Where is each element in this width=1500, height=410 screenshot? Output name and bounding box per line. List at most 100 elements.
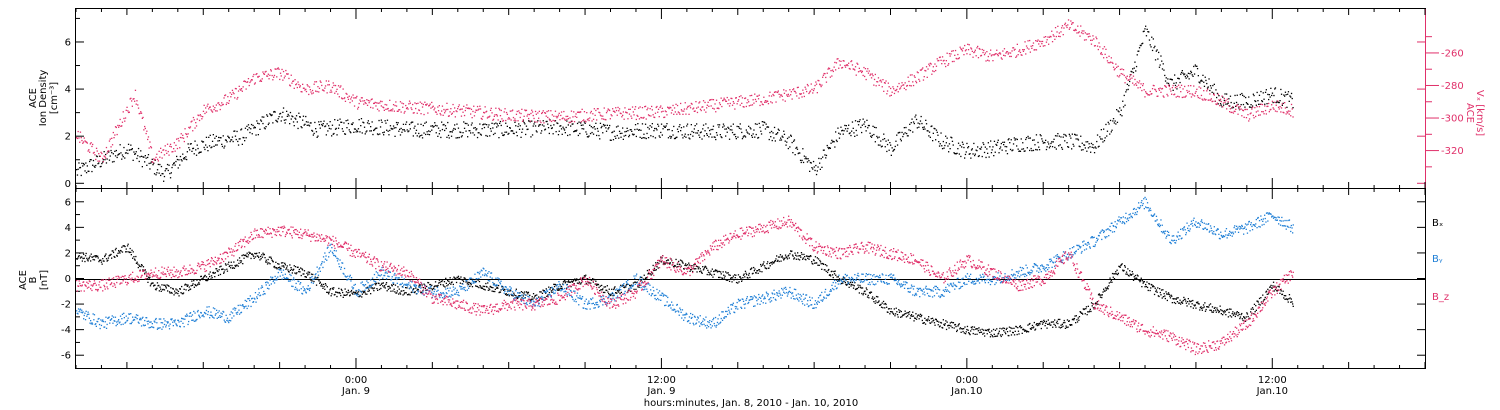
bx-series-point — [356, 290, 358, 292]
bx-series-point — [435, 285, 437, 287]
density-series-point — [1043, 141, 1045, 144]
bx-series-point — [482, 287, 484, 290]
density-series-point — [658, 135, 660, 137]
bx-series-point — [303, 273, 305, 275]
density-series-point — [570, 120, 573, 122]
bx-series-point — [872, 296, 874, 298]
vx-series-point — [430, 107, 432, 109]
bx-series-point — [1031, 324, 1034, 327]
density-series-point — [1248, 106, 1251, 108]
vx-series-point — [658, 116, 660, 118]
vx-series-point — [1071, 23, 1073, 25]
bx-series-point — [920, 316, 922, 318]
bx-series-point — [702, 269, 705, 271]
bx-series-point — [290, 267, 292, 269]
density-series-point — [161, 173, 163, 175]
density-series-point — [522, 120, 524, 122]
density-series-point — [580, 124, 582, 126]
vx-series-point — [1261, 111, 1263, 113]
density-series-point — [482, 124, 484, 126]
density-series-point — [131, 148, 133, 151]
bx-series-point — [1026, 331, 1028, 333]
vx-series-point — [126, 106, 128, 108]
vx-series-point — [118, 124, 121, 127]
bx-series-point — [496, 287, 498, 289]
vx-series-point — [1240, 108, 1242, 110]
vx-series-point — [1052, 34, 1054, 36]
vx-series-point — [195, 122, 197, 124]
density-series-point — [541, 124, 544, 126]
bx-series-point — [455, 281, 458, 284]
bx-series-point — [421, 284, 423, 286]
density-series-point — [249, 131, 251, 134]
density-series-point — [206, 146, 208, 148]
vx-series-point — [307, 85, 309, 87]
vx-series-point — [1025, 53, 1027, 55]
bx-series-point — [868, 297, 870, 299]
density-series-point — [987, 152, 989, 154]
density-series-point — [338, 124, 340, 126]
vx-series-point — [732, 101, 734, 103]
bx-series-point — [793, 258, 795, 260]
bx-series-point — [720, 273, 722, 275]
vx-series-point — [1198, 86, 1200, 88]
bx-series-point — [265, 259, 267, 261]
vx-series-point — [497, 119, 499, 121]
density-series-point — [1037, 141, 1039, 144]
density-series-point — [651, 123, 653, 125]
vx-series-point — [1126, 75, 1128, 77]
bx-series-point — [938, 321, 940, 323]
bx-series-point — [721, 277, 724, 280]
vx-series-point — [386, 104, 388, 106]
vx-series-point — [207, 103, 209, 105]
vx-series-point — [166, 152, 168, 154]
bx-series-point — [479, 285, 481, 287]
vx-series-point — [590, 110, 592, 113]
density-series-point — [382, 132, 384, 134]
density-series-point — [475, 129, 477, 131]
vx-series-point — [325, 80, 327, 82]
density-series-point — [900, 140, 902, 142]
density-series-point — [663, 125, 665, 127]
vx-series-point — [1230, 111, 1232, 114]
density-series-point — [1255, 100, 1257, 103]
vx-series-point — [610, 114, 612, 116]
density-series-point — [1146, 28, 1148, 30]
vx-series-point — [843, 60, 845, 62]
density-series-point — [92, 159, 95, 162]
density-series-point — [904, 132, 906, 134]
bx-series-point — [471, 286, 474, 288]
bx-series-point — [192, 283, 194, 285]
bx-series-point — [533, 297, 535, 299]
density-series-point — [230, 139, 232, 141]
bx-series-point — [145, 271, 147, 273]
vx-series-point — [1053, 35, 1055, 37]
bx-series-point — [863, 292, 865, 294]
density-series-point — [576, 129, 578, 131]
density-series-point — [710, 128, 712, 131]
density-series-point — [1259, 103, 1261, 105]
vx-series-point — [1079, 35, 1081, 37]
vx-series-point — [1092, 35, 1094, 37]
density-series-point — [1175, 82, 1177, 84]
density-series-point — [1135, 65, 1138, 68]
vx-series-point — [1286, 111, 1288, 113]
vx-series-point — [1036, 40, 1038, 42]
bx-series-point — [166, 284, 168, 286]
vx-series-point — [1154, 88, 1156, 90]
vx-series-point — [1045, 41, 1048, 43]
vx-series-point — [1200, 94, 1203, 97]
vx-series-point — [755, 100, 757, 103]
density-series-point — [991, 149, 993, 151]
bx-series-point — [947, 325, 949, 327]
density-series-point — [1190, 70, 1192, 72]
vx-series-point — [788, 95, 790, 97]
vx-series-point — [554, 110, 557, 112]
vx-series-point — [714, 103, 716, 105]
vx-series-point — [210, 109, 212, 111]
density-series-point — [106, 158, 108, 160]
bx-series-point — [719, 276, 721, 279]
bx-series-point — [100, 261, 103, 263]
vx-series-point — [857, 63, 859, 65]
bx-series-point — [322, 287, 324, 289]
